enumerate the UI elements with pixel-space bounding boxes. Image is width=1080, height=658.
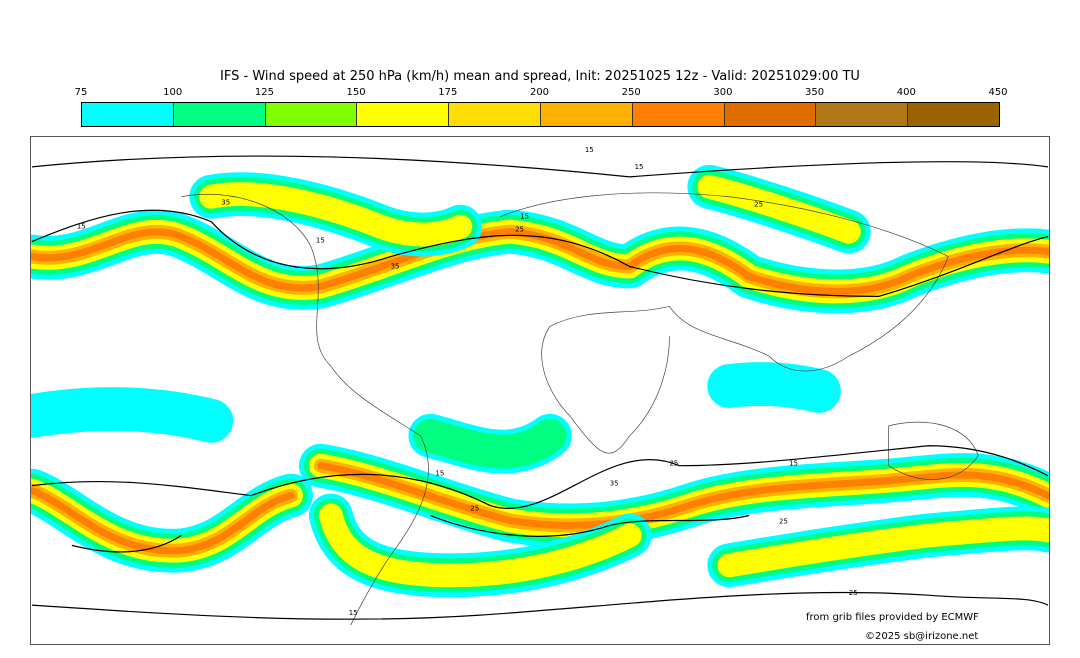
colorbar-segment [908,103,999,126]
contour-labels: 15 15 15 25 35 35 15 25 15 25 25 35 25 15 25 15 15 [77,146,858,617]
contour-label: 25 [515,226,524,234]
contour-label: 15 [316,237,325,245]
wind-speed-band [413,418,567,469]
colorbar-segment [265,103,358,126]
wind-speed-band [707,362,841,413]
contour-label: 35 [610,480,619,488]
jet-stream-bands [31,164,1049,598]
contour-label: 25 [754,201,763,209]
colorbar [81,102,1000,127]
contour-label: 25 [779,517,788,525]
contour-label: 15 [789,460,798,468]
wind-speed-band [31,487,295,555]
contour-label: 15 [349,609,358,617]
colorbar-segment [449,103,541,126]
contour-label: 25 [849,589,858,597]
copyright-credit: ©2025 sb@irizone.net [865,631,979,642]
wind-speed-map: 15 15 15 25 35 35 15 25 15 25 25 35 25 15 25 15 15 [30,136,1050,645]
contour-label: 35 [221,199,230,207]
colorbar-tick-label: 175 [438,87,458,98]
wind-speed-band [199,182,473,247]
colorbar-tick-label: 300 [713,87,733,98]
wind-speed-band [697,174,861,244]
colorbar-segment [357,103,450,126]
colorbar-segment [173,103,266,126]
contour-label: 15 [635,163,644,171]
colorbar-segment [816,103,909,126]
colorbar-tick-label: 150 [346,87,366,98]
contour-label: 15 [77,223,86,231]
colorbar-tick-label: 75 [74,87,88,98]
mean-contours [31,155,1049,620]
contour-label: 15 [520,213,529,221]
contour-label: 25 [669,460,678,468]
coastline-eurasia-africa [500,192,949,454]
wind-speed-band [31,387,234,443]
map-title: IFS - Wind speed at 250 hPa (km/h) mean … [220,69,860,84]
wind-speed-band [31,228,1049,295]
colorbar-tick-label: 400 [896,87,916,98]
wind-speed-band [317,462,1049,529]
colorbar-tick-label: 350 [805,87,825,98]
coastline-australia [888,421,979,480]
source-credit: from grib files provided by ECMWF [806,612,979,623]
colorbar-tick-label: 125 [254,87,274,98]
colorbar-tick-label: 450 [988,87,1008,98]
wind-speed-band [717,516,1049,578]
contour-label: 35 [391,262,400,270]
contour-label: 25 [470,505,479,513]
contour-label: 15 [435,470,444,478]
colorbar-tick-label: 100 [163,87,183,98]
colorbar-segment [724,103,817,126]
colorbar-tick-label: 200 [529,87,550,98]
colorbar-tick-label: 250 [621,87,641,98]
wind-speed-band [318,503,642,588]
colorbar-segment [632,103,725,126]
colorbar-segment [82,103,174,126]
colorbar-segment [540,103,633,126]
contour-label: 15 [585,146,594,154]
